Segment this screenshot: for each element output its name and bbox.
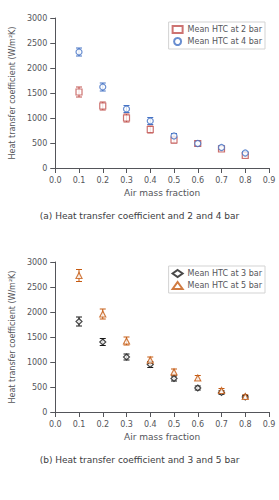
- svg-text:0.2: 0.2: [96, 176, 109, 185]
- svg-text:0.6: 0.6: [191, 176, 204, 185]
- svg-text:1500: 1500: [27, 333, 47, 342]
- svg-text:0.1: 0.1: [73, 176, 86, 185]
- svg-text:0.0: 0.0: [49, 176, 62, 185]
- svg-text:0.9: 0.9: [263, 420, 276, 429]
- svg-text:0.6: 0.6: [191, 420, 204, 429]
- svg-text:0.4: 0.4: [144, 420, 157, 429]
- svg-text:0.3: 0.3: [120, 176, 133, 185]
- svg-text:3000: 3000: [27, 258, 47, 267]
- svg-text:Mean HTC at 2 bar: Mean HTC at 2 bar: [188, 25, 263, 34]
- svg-text:(a) Heat transfer coefficient: (a) Heat transfer coefficient and 2 and …: [40, 211, 240, 221]
- svg-text:1000: 1000: [27, 114, 47, 123]
- svg-text:0.5: 0.5: [168, 176, 181, 185]
- svg-text:0.3: 0.3: [120, 420, 133, 429]
- svg-text:0.2: 0.2: [96, 420, 109, 429]
- svg-text:0.7: 0.7: [215, 176, 228, 185]
- svg-text:2000: 2000: [27, 308, 47, 317]
- svg-text:0: 0: [42, 408, 47, 417]
- svg-text:2500: 2500: [27, 39, 47, 48]
- svg-text:2500: 2500: [27, 283, 47, 292]
- svg-text:0.8: 0.8: [239, 176, 252, 185]
- svg-text:0.1: 0.1: [73, 420, 86, 429]
- svg-text:Heat transfer coefficient (W/m: Heat transfer coefficient (W/m²K): [8, 271, 17, 404]
- svg-text:1000: 1000: [27, 358, 47, 367]
- svg-text:1500: 1500: [27, 89, 47, 98]
- svg-text:500: 500: [32, 383, 47, 392]
- svg-text:0: 0: [42, 164, 47, 173]
- svg-text:Mean HTC at 4 bar: Mean HTC at 4 bar: [188, 37, 263, 46]
- svg-text:3000: 3000: [27, 14, 47, 23]
- svg-text:0.8: 0.8: [239, 420, 252, 429]
- svg-text:(b) Heat transfer coefficient: (b) Heat transfer coefficient and 3 and …: [40, 455, 240, 465]
- svg-text:0.4: 0.4: [144, 176, 157, 185]
- svg-text:0.0: 0.0: [49, 420, 62, 429]
- svg-text:0.7: 0.7: [215, 420, 228, 429]
- svg-text:Mean HTC at 3 bar: Mean HTC at 3 bar: [188, 269, 263, 278]
- svg-text:Heat transfer coefficient (W/m: Heat transfer coefficient (W/m²K): [8, 27, 17, 160]
- svg-text:Air mass fraction: Air mass fraction: [124, 188, 200, 198]
- svg-text:0.9: 0.9: [263, 176, 276, 185]
- svg-text:500: 500: [32, 139, 47, 148]
- svg-text:Mean HTC at 5 bar: Mean HTC at 5 bar: [188, 281, 263, 290]
- svg-text:Air mass fraction: Air mass fraction: [124, 432, 200, 442]
- svg-text:0.5: 0.5: [168, 420, 181, 429]
- svg-text:2000: 2000: [27, 64, 47, 73]
